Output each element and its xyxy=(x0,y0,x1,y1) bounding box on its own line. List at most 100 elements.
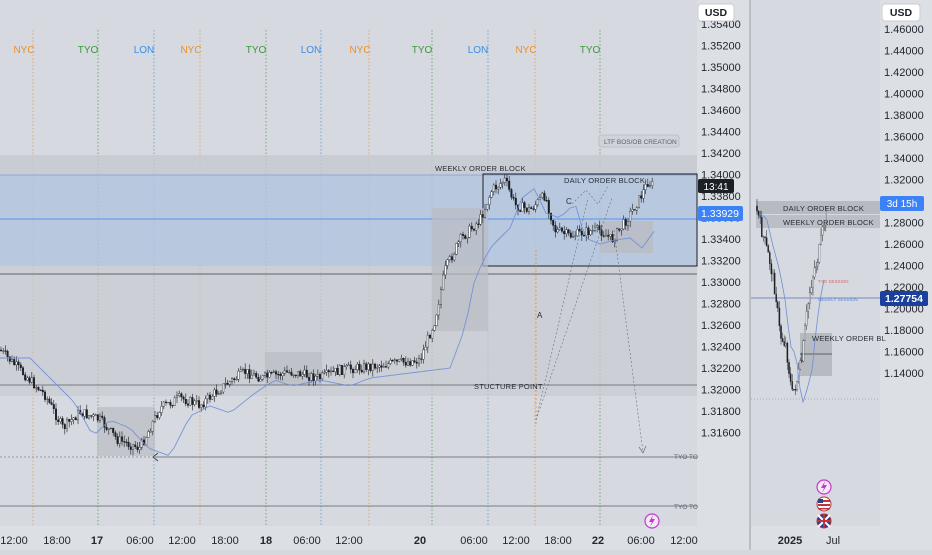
price-tick-label: 1.32400 xyxy=(701,342,741,354)
candle-body xyxy=(354,369,357,374)
candle-body xyxy=(268,372,271,378)
candle-body xyxy=(627,221,630,226)
candle-body xyxy=(162,401,165,407)
side-price-tick-label: 1.26000 xyxy=(884,239,924,251)
candle-body xyxy=(33,377,36,389)
side-candle-body xyxy=(780,325,782,339)
candle-body xyxy=(321,372,324,380)
candle-body xyxy=(605,234,608,237)
main-candles xyxy=(0,173,654,456)
candle-body xyxy=(400,358,403,360)
last-price-text: 1.33929 xyxy=(701,208,739,220)
side-daily-order-block-label: DAILY ORDER BLOCK xyxy=(783,204,864,213)
side-candle-body xyxy=(769,252,771,264)
main-time-axis[interactable] xyxy=(0,526,750,550)
candle-body xyxy=(569,232,572,238)
candle-body xyxy=(578,229,581,232)
side-price-tick-label: 1.24000 xyxy=(884,261,924,273)
time-tick-label: 12:00 xyxy=(0,535,28,547)
time-tick-label: 06:00 xyxy=(293,535,321,547)
time-tick-label: 18:00 xyxy=(211,535,239,547)
candle-body xyxy=(455,243,458,255)
candle-body xyxy=(208,394,211,400)
candle-body xyxy=(123,441,126,443)
candle-body xyxy=(495,184,498,190)
candle-body xyxy=(281,373,284,376)
candle-body xyxy=(470,225,473,230)
candle-body xyxy=(59,418,62,422)
side-alert-bolt-icon[interactable] xyxy=(816,479,832,495)
candle-body xyxy=(213,389,216,397)
price-tick-label: 1.33000 xyxy=(701,277,741,289)
candle-body xyxy=(319,374,322,380)
candle-body xyxy=(457,241,460,244)
candle-body xyxy=(28,377,31,383)
side-price-tick-label: 1.46000 xyxy=(884,24,924,36)
candle-body xyxy=(609,234,612,237)
candle-body xyxy=(70,419,73,422)
side-daily-ob-zone xyxy=(756,201,880,214)
candle-body xyxy=(204,398,207,408)
side-currency-button[interactable] xyxy=(881,3,921,22)
tyo-level-label-2: TYO TO xyxy=(674,504,698,511)
candle-body xyxy=(195,400,198,402)
candle-body xyxy=(107,428,110,430)
main-price-axis[interactable] xyxy=(697,0,750,526)
side-candle-body xyxy=(815,266,817,268)
candle-body xyxy=(277,373,280,376)
candle-body xyxy=(433,325,436,331)
side-candle-body xyxy=(813,267,816,278)
uk-flag-icon[interactable] xyxy=(816,513,832,529)
candle-body xyxy=(596,225,599,228)
price-tick-label: 1.33400 xyxy=(701,234,741,246)
side-price-tick-label: 1.38000 xyxy=(884,110,924,122)
candle-body xyxy=(310,373,313,381)
candle-body xyxy=(52,404,55,410)
demand-box-4 xyxy=(97,407,155,456)
candle-body xyxy=(55,408,58,421)
candle-body xyxy=(580,230,583,236)
candle-body xyxy=(349,364,352,370)
candle-body xyxy=(129,446,132,450)
candle-body xyxy=(283,370,286,374)
candle-body xyxy=(367,363,370,370)
candle-body xyxy=(226,383,229,385)
side-candle-body xyxy=(767,245,769,253)
price-tick-label: 1.32600 xyxy=(701,320,741,332)
time-tick-label: 06:00 xyxy=(126,535,154,547)
projection-arrow-2 xyxy=(535,197,613,421)
session-label-nyc: NYC xyxy=(515,45,536,56)
weekly-order-block-zone xyxy=(0,175,697,266)
candle-body xyxy=(8,356,11,362)
candle-body xyxy=(514,198,517,206)
side-candle-body xyxy=(773,272,776,295)
side-candles xyxy=(756,198,827,404)
side-price-tick-label: 1.34000 xyxy=(884,153,924,165)
side-price-axis[interactable] xyxy=(880,0,932,526)
candle-body xyxy=(178,393,181,396)
us-flag-icon[interactable] xyxy=(816,496,832,512)
candle-body xyxy=(15,361,18,366)
candle-body xyxy=(109,427,112,430)
candle-body xyxy=(550,212,553,221)
candle-body xyxy=(41,389,44,393)
candle-body xyxy=(490,191,493,198)
candle-body xyxy=(488,197,491,205)
side-time-axis[interactable] xyxy=(751,526,932,550)
candle-body xyxy=(48,398,51,403)
candle-body xyxy=(314,376,317,381)
candle-body xyxy=(411,360,414,366)
price-tick-label: 1.35200 xyxy=(701,41,741,53)
candle-body xyxy=(435,314,438,326)
side-plot-area[interactable] xyxy=(751,0,880,526)
main-currency-button[interactable] xyxy=(697,3,735,22)
main-overlays xyxy=(0,185,655,462)
candle-body xyxy=(622,219,625,230)
candle-body xyxy=(552,219,555,226)
candle-body xyxy=(153,415,156,422)
candle-body xyxy=(156,415,159,418)
candle-body xyxy=(228,381,231,385)
main-alert-bolt-icon[interactable] xyxy=(644,513,660,529)
candle-body xyxy=(591,230,594,232)
